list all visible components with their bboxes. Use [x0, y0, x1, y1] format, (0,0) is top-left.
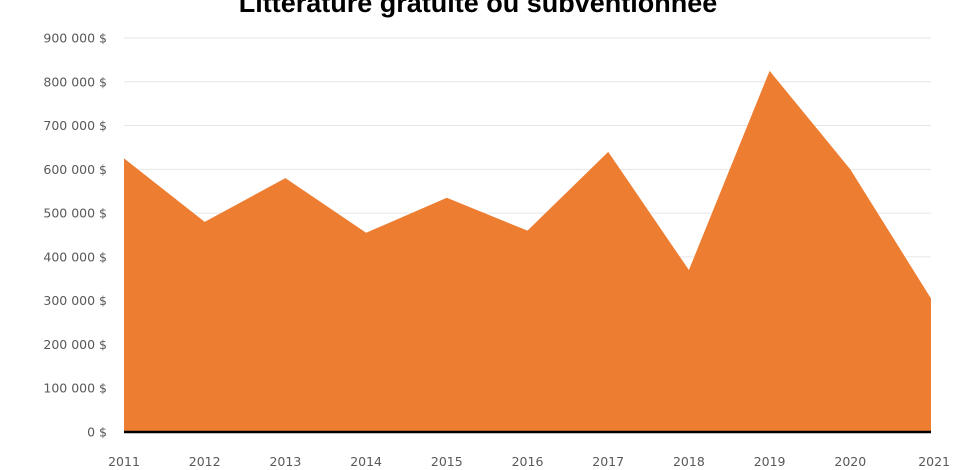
y-tick-label: 100 000 $	[43, 381, 107, 396]
y-tick-label: 600 000 $	[43, 162, 107, 177]
y-tick-label: 900 000 $	[43, 31, 107, 46]
x-tick-label: 2014	[350, 454, 382, 469]
y-tick-label: 800 000 $	[43, 74, 107, 89]
y-tick-label: 300 000 $	[43, 293, 107, 308]
x-axis-tick-labels: 2011 2012 2013 2014 2015 2016 2017 2018 2019 2020…	[108, 454, 950, 469]
x-tick-label: 2019	[754, 454, 786, 469]
chart-title: Littérature gratuite ou subventionnée	[238, 0, 718, 18]
x-tick-label: 2011	[108, 454, 140, 469]
y-tick-label: 500 000 $	[43, 206, 107, 221]
plot-area	[123, 70, 932, 432]
area-series	[124, 70, 931, 432]
y-tick-label: 400 000 $	[43, 249, 107, 264]
y-tick-label: 200 000 $	[43, 337, 107, 352]
y-tick-label: 700 000 $	[43, 118, 107, 133]
x-tick-label: 2016	[512, 454, 544, 469]
x-tick-label: 2015	[431, 454, 463, 469]
y-axis-tick-labels: 0 $ 100 000 $ 200 000 $ 300 000 $ 400 000 $ 5…	[43, 31, 107, 440]
x-tick-label: 2013	[269, 454, 301, 469]
x-tick-label: 2018	[673, 454, 705, 469]
x-tick-label: 2017	[592, 454, 624, 469]
x-tick-label: 2012	[189, 454, 221, 469]
x-tick-label: 2020	[834, 454, 866, 469]
x-tick-label: 2021	[918, 454, 950, 469]
y-tick-label: 0 $	[87, 425, 107, 440]
